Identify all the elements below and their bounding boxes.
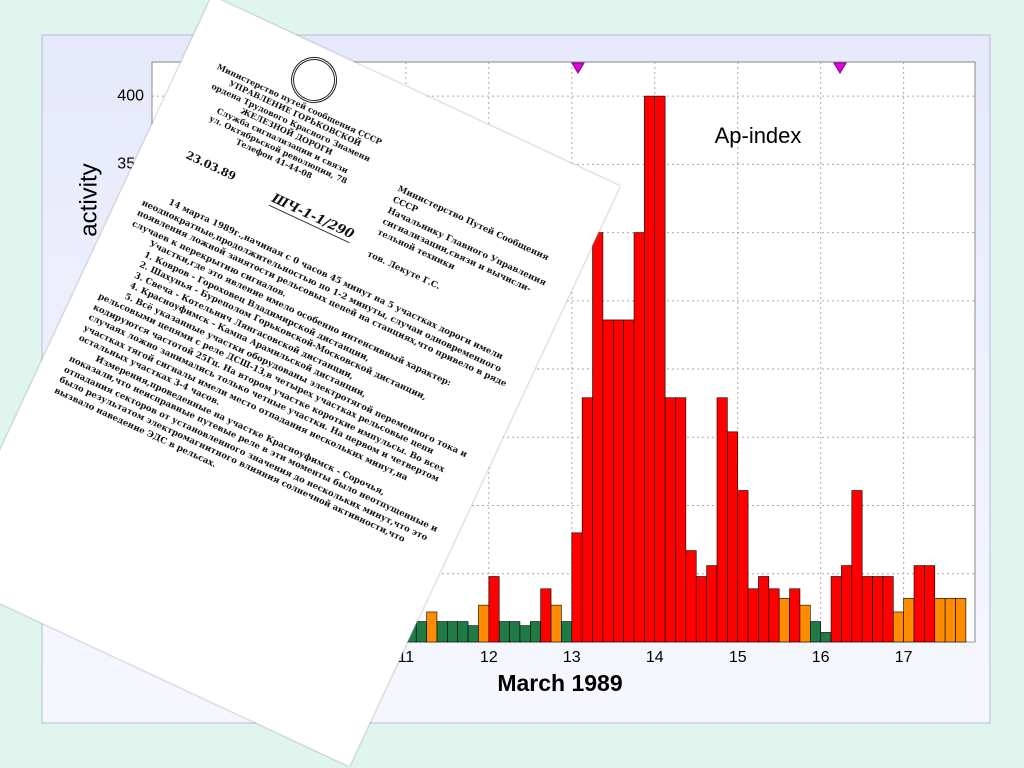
- x-tick-label: 14: [646, 649, 664, 666]
- x-tick-label: 12: [480, 649, 498, 666]
- bar: [457, 621, 469, 643]
- bar: [747, 588, 759, 643]
- bar: [550, 604, 562, 643]
- bars: [405, 95, 967, 643]
- y-tick-label: 400: [117, 87, 144, 104]
- bar: [488, 576, 500, 643]
- bar: [675, 397, 687, 643]
- bar: [436, 621, 448, 643]
- bar: [851, 490, 863, 643]
- bar: [820, 632, 832, 643]
- bar: [571, 532, 583, 643]
- bar: [581, 397, 593, 643]
- bar: [447, 621, 459, 643]
- bar: [509, 621, 521, 643]
- bar: [623, 319, 635, 643]
- bar: [415, 621, 427, 643]
- bar: [913, 565, 925, 643]
- x-tick-label: 16: [812, 649, 830, 666]
- bar: [716, 397, 728, 643]
- bar: [519, 625, 531, 643]
- date: 23.03.89: [183, 148, 238, 184]
- bar: [903, 598, 915, 643]
- x-tick-label: 15: [729, 649, 747, 666]
- bar: [633, 232, 645, 643]
- reference-number: ШЧ-1-1/290: [268, 191, 357, 244]
- bar: [478, 604, 490, 643]
- bar: [612, 319, 624, 643]
- x-tick-label: 17: [895, 649, 913, 666]
- bar: [644, 95, 656, 643]
- bar: [602, 319, 614, 643]
- bar: [768, 588, 780, 643]
- bar: [861, 576, 873, 643]
- event-marker: [833, 62, 847, 74]
- bar: [924, 565, 936, 643]
- bar: [540, 588, 552, 643]
- bar: [758, 576, 770, 643]
- bar: [789, 588, 801, 643]
- bar: [695, 576, 707, 643]
- bar: [810, 621, 821, 643]
- event-marker: [571, 62, 585, 74]
- bar: [799, 604, 811, 643]
- x-axis-label: March 1989: [497, 670, 622, 696]
- bar: [955, 598, 967, 643]
- bar: [892, 611, 904, 643]
- bar: [685, 550, 697, 643]
- bar: [561, 621, 573, 643]
- bar: [727, 431, 739, 643]
- bar: [882, 576, 894, 643]
- bar: [467, 625, 479, 643]
- annotation: Ap-index: [715, 123, 802, 148]
- y-axis-label: activity: [75, 163, 102, 236]
- bar: [426, 611, 438, 643]
- bar: [830, 576, 842, 643]
- bar: [664, 397, 676, 643]
- bar: [530, 621, 541, 643]
- bar: [944, 598, 956, 643]
- bar: [872, 576, 884, 643]
- bar: [778, 598, 790, 643]
- bar: [934, 598, 946, 643]
- x-tick-label: 13: [563, 649, 581, 666]
- bar: [706, 565, 718, 643]
- bar: [498, 621, 510, 643]
- bar: [654, 95, 666, 643]
- bar: [737, 490, 749, 643]
- letterhead: Министерство путей сообщения СССР УПРАВЛЕ…: [186, 59, 388, 203]
- bar: [592, 232, 604, 643]
- bar: [841, 565, 853, 643]
